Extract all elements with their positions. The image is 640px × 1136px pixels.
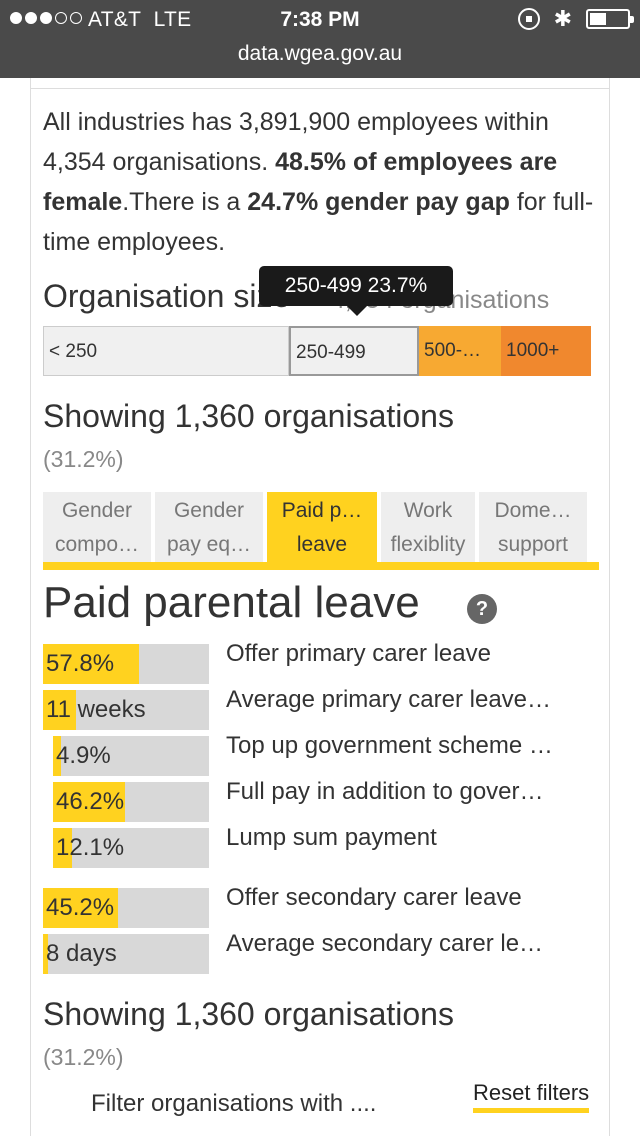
active-tab-underline xyxy=(43,562,599,570)
page-content: All industries has 3,891,900 employees w… xyxy=(30,78,610,1136)
org-size-segment-250-499[interactable]: 250-499 xyxy=(289,326,419,376)
metric-fill xyxy=(53,828,72,868)
metric-bar xyxy=(43,888,209,928)
help-icon[interactable]: ? xyxy=(467,594,497,624)
metric-value: 4.9% xyxy=(56,742,111,769)
metric-label: Lump sum payment xyxy=(226,824,437,851)
metric-value: 57.8% xyxy=(46,650,115,677)
tab-gender-pay-equity[interactable]: Gender pay eq… xyxy=(155,492,263,562)
tab-domestic-support[interactable]: Dome… support xyxy=(479,492,587,562)
metric-value: 8 days xyxy=(46,940,117,967)
showing-count-top: Showing 1,360 organisations xyxy=(43,398,454,434)
metric-bar xyxy=(53,828,209,868)
org-size-segment-lt250[interactable]: < 250 xyxy=(43,326,289,376)
metric-row: 4.9% Top up government scheme … xyxy=(43,732,603,776)
tab-paid-parental-leave[interactable]: Paid p… leave xyxy=(267,492,377,562)
org-size-title: Organisation size xyxy=(43,278,291,314)
org-size-segment-1000[interactable]: 1000+ xyxy=(501,326,591,376)
showing-percent-top: (31.2%) xyxy=(43,446,124,472)
tab-work-flexibility[interactable]: Work flexiblity xyxy=(381,492,475,562)
metric-bar xyxy=(53,736,209,776)
metric-bar xyxy=(43,934,209,974)
status-bar: AT&T LTE 7:38 PM ✱ xyxy=(0,0,640,40)
metric-row: 12.1% Lump sum payment xyxy=(43,824,603,868)
metric-fill xyxy=(53,782,126,822)
category-tabs: Gender compo… Gender pay eq… Paid p… leave … xyxy=(43,492,599,570)
metric-row: 57.8% Offer primary carer leave xyxy=(43,640,603,684)
metric-row: 45.2% Offer secondary carer leave xyxy=(43,884,603,928)
metric-label: Offer primary carer leave xyxy=(226,640,491,667)
metric-value: 45.2% xyxy=(46,894,115,921)
metric-fill xyxy=(53,736,61,776)
metric-value: 46.2% xyxy=(56,788,125,815)
section-title: Paid parental leave xyxy=(43,578,420,627)
metric-fill xyxy=(43,888,119,928)
tab-gender-composition[interactable]: Gender compo… xyxy=(43,492,151,562)
metric-value: 12.1% xyxy=(56,834,125,861)
rotation-lock-icon xyxy=(517,8,540,30)
metric-label: Average secondary carer le… xyxy=(226,930,544,957)
reset-filters-link[interactable]: Reset filters xyxy=(473,1080,590,1113)
address-bar[interactable]: data.wgea.gov.au xyxy=(237,42,403,65)
metric-fill xyxy=(43,690,77,730)
metric-fill xyxy=(43,934,48,974)
metric-bar xyxy=(43,644,209,684)
carrier-label: AT&T LTE xyxy=(88,8,192,31)
metric-label: Average primary carer leave… xyxy=(226,686,552,713)
metric-value: 11 weeks xyxy=(46,696,146,723)
metric-row: 46.2% Full pay in addition to gover… xyxy=(43,778,603,822)
browser-chrome: AT&T LTE 7:38 PM ✱ data.wgea.gov.au xyxy=(0,0,640,78)
battery-icon xyxy=(586,9,634,29)
metric-bar xyxy=(53,782,209,822)
metric-label: Top up government scheme … xyxy=(226,732,553,759)
metric-fill xyxy=(43,644,139,684)
filter-prompt[interactable]: Filter organisations with .... xyxy=(91,1090,377,1117)
org-size-bar: < 250 250-499 500-… 1000+ xyxy=(43,326,591,376)
metric-label: Full pay in addition to gover… xyxy=(226,778,544,805)
signal-strength-icon xyxy=(10,12,82,24)
org-size-tooltip: 250-499 23.7% xyxy=(259,266,453,316)
showing-count-bottom: Showing 1,360 organisations xyxy=(43,996,454,1032)
org-size-segment-500[interactable]: 500-… xyxy=(419,326,501,376)
status-time: 7:38 PM xyxy=(280,8,360,31)
bluetooth-icon: ✱ xyxy=(553,6,572,31)
showing-percent-bottom: (31.2%) xyxy=(43,1044,124,1070)
metric-row: 11 weeks Average primary carer leave… xyxy=(43,686,603,730)
metric-label: Offer secondary carer leave xyxy=(226,884,522,911)
summary-text: All industries has 3,891,900 employees w… xyxy=(43,108,594,256)
metric-bar xyxy=(43,690,209,730)
metric-row: 8 days Average secondary carer le… xyxy=(43,930,603,974)
